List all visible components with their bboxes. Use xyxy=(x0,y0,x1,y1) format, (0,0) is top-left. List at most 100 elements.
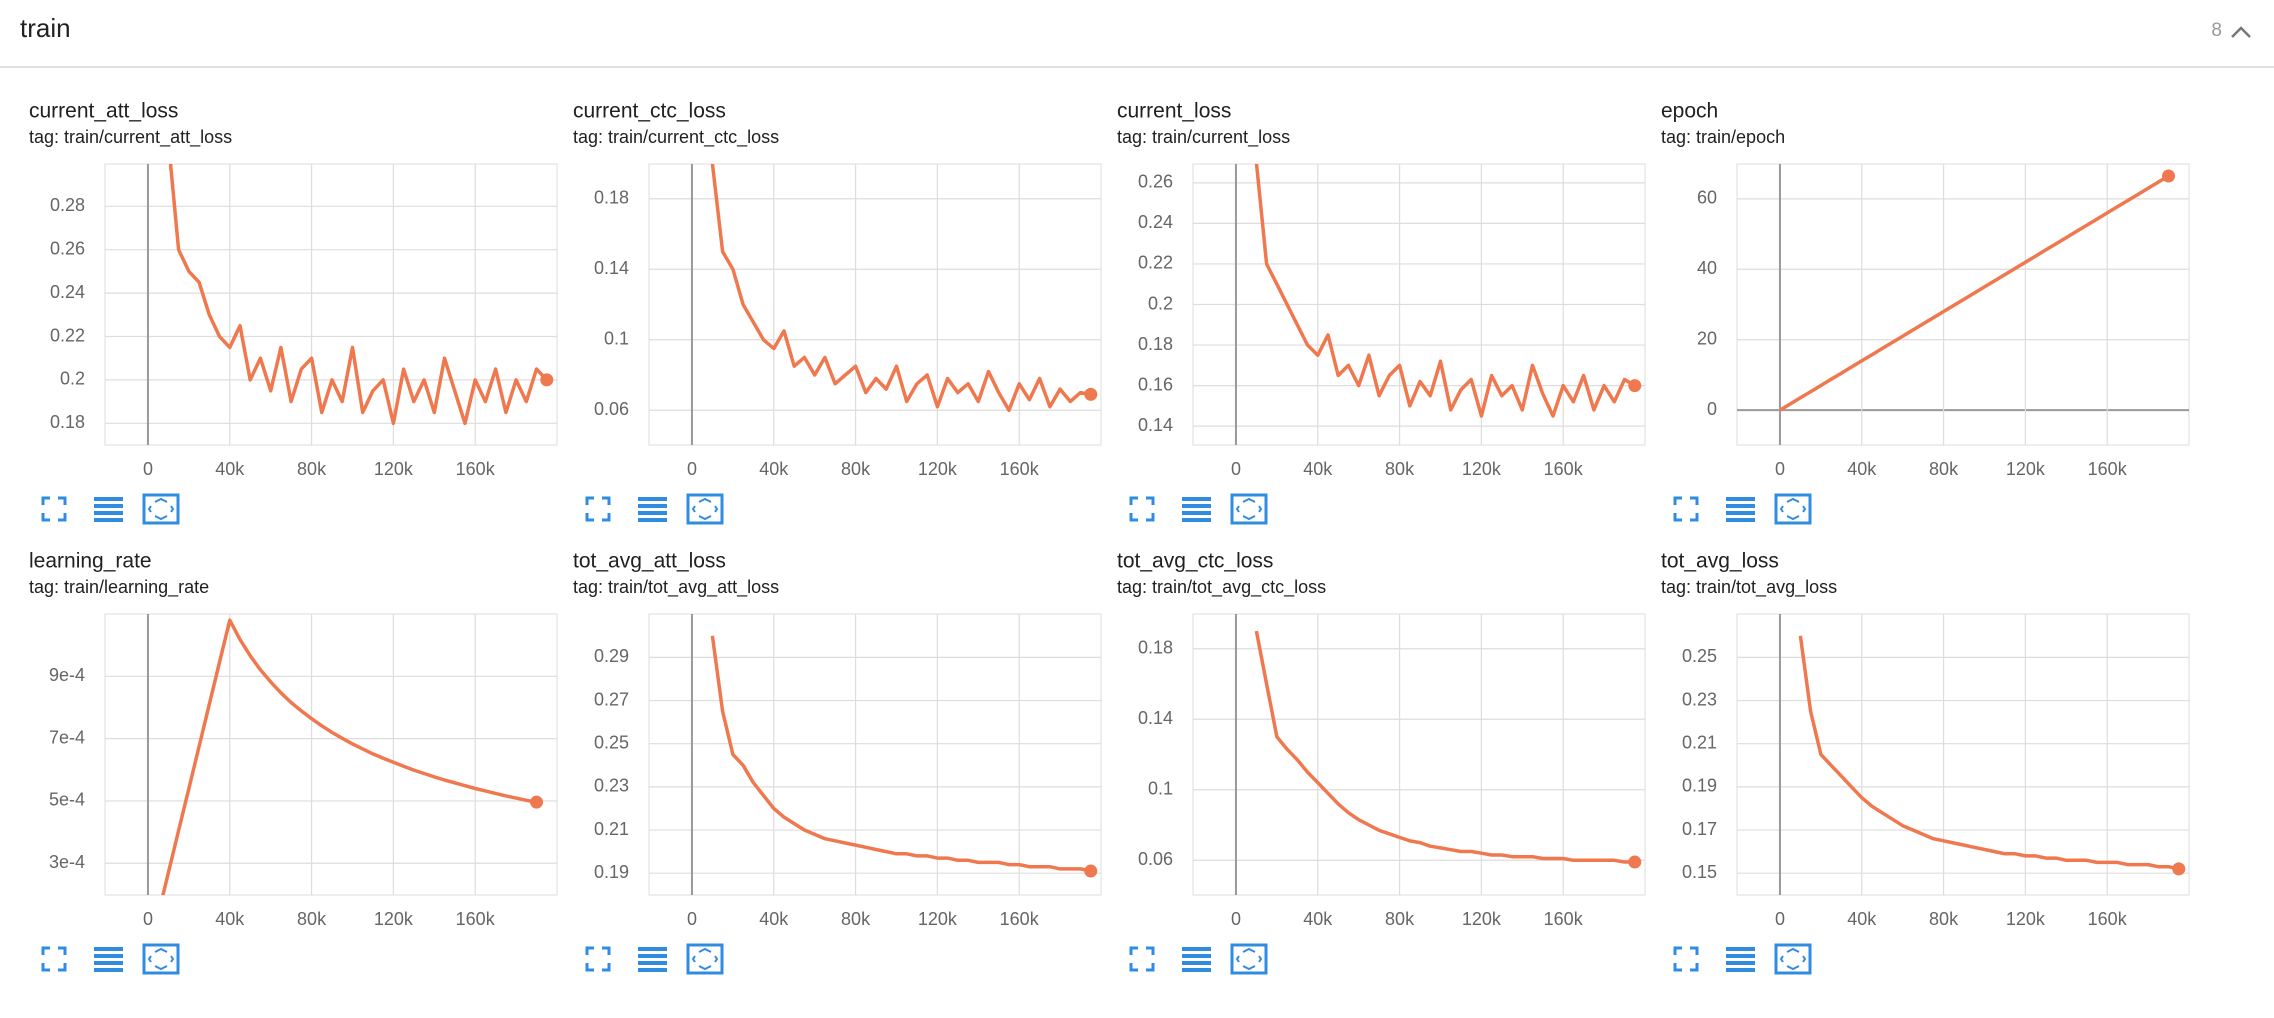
chart-card: current_att_loss tag: train/current_att_l… xyxy=(29,100,558,525)
x-tick-label: 0 xyxy=(143,459,153,479)
y-tick-label: 0.26 xyxy=(1138,172,1173,192)
last-point xyxy=(1628,379,1642,393)
data-toggle-button[interactable] xyxy=(1182,497,1211,522)
x-tick-label: 120k xyxy=(918,459,958,479)
y-tick-label: 0.22 xyxy=(1138,253,1173,273)
collapse-toggle[interactable] xyxy=(2231,26,2251,38)
x-tick-label: 0 xyxy=(143,909,153,929)
fullscreen-button[interactable] xyxy=(585,496,611,522)
x-tick-label: 120k xyxy=(918,909,958,929)
y-tick-label: 0.23 xyxy=(594,776,629,796)
last-point xyxy=(530,795,544,809)
y-tick-label: 40 xyxy=(1697,258,1717,278)
y-tick-label: 0.2 xyxy=(1148,293,1173,313)
y-tick-label: 0.16 xyxy=(1138,374,1173,394)
y-tick-label: 0.19 xyxy=(1682,776,1717,796)
series-line xyxy=(1798,635,2180,871)
x-tick-label: 80k xyxy=(841,909,871,929)
y-tick-label: 0.18 xyxy=(50,412,85,432)
chart-tag: tag: train/tot_avg_att_loss xyxy=(573,577,779,598)
chart-card: epoch tag: train/epoch 0 20 40 60 0 40k 80k 120k 1… xyxy=(1661,100,2190,525)
plot-frame xyxy=(1192,613,1646,896)
last-point xyxy=(1628,855,1642,869)
fit-domain-button[interactable] xyxy=(142,943,180,975)
chart-card: tot_avg_loss tag: train/tot_avg_loss 0.15 0… xyxy=(1661,550,2190,975)
icon xyxy=(41,496,67,522)
icon xyxy=(1235,497,1263,521)
last-point xyxy=(1084,864,1098,878)
icon xyxy=(94,497,123,501)
x-tick-label: 120k xyxy=(374,459,414,479)
plot-frame xyxy=(1736,163,2190,446)
y-tick-label: 0.24 xyxy=(1138,212,1173,232)
icon xyxy=(638,511,667,515)
y-tick-label: 20 xyxy=(1697,328,1717,348)
x-tick-label: 120k xyxy=(1462,459,1502,479)
last-point xyxy=(2172,862,2186,876)
fullscreen-button[interactable] xyxy=(1673,946,1699,972)
fullscreen-button[interactable] xyxy=(1129,946,1155,972)
chart-card: tot_avg_att_loss tag: train/tot_avg_att_l… xyxy=(573,550,1102,975)
x-tick-label: 0 xyxy=(687,459,697,479)
data-toggle-button[interactable] xyxy=(1726,497,1755,522)
fullscreen-button[interactable] xyxy=(41,496,67,522)
chart-card: learning_rate tag: train/learning_rate 3e-… xyxy=(29,550,558,975)
fit-domain-button[interactable] xyxy=(142,493,180,525)
x-tick-label: 160k xyxy=(1000,459,1040,479)
x-tick-label: 0 xyxy=(1231,909,1241,929)
x-tick-label: 40k xyxy=(215,909,245,929)
y-tick-label: 0.06 xyxy=(594,399,629,419)
x-tick-label: 40k xyxy=(759,459,789,479)
icon xyxy=(1726,968,1755,972)
data-toggle-button[interactable] xyxy=(638,497,667,522)
x-tick-label: 0 xyxy=(1231,459,1241,479)
y-tick-label: 3e-4 xyxy=(49,852,85,872)
y-tick-label: 0.26 xyxy=(50,238,85,258)
icon xyxy=(41,946,67,972)
x-tick-label: 120k xyxy=(374,909,414,929)
y-tick-label: 0.06 xyxy=(1138,849,1173,869)
data-toggle-button[interactable] xyxy=(94,497,123,522)
y-tick-label: 0.14 xyxy=(1138,708,1173,728)
y-tick-label: 0.15 xyxy=(1682,862,1717,882)
x-tick-label: 80k xyxy=(1385,459,1415,479)
series-line xyxy=(168,164,549,426)
y-tick-label: 0.1 xyxy=(1148,779,1173,799)
y-tick-label: 0.27 xyxy=(594,689,629,709)
fullscreen-button[interactable] xyxy=(41,946,67,972)
x-tick-label: 120k xyxy=(2006,909,2046,929)
x-tick-label: 40k xyxy=(1847,459,1877,479)
fit-domain-button[interactable] xyxy=(1230,943,1268,975)
plot-frame xyxy=(104,613,558,896)
fullscreen-button[interactable] xyxy=(1673,496,1699,522)
icon xyxy=(585,946,611,972)
icon xyxy=(1182,947,1211,951)
icon xyxy=(691,497,719,521)
fit-domain-button[interactable] xyxy=(686,493,724,525)
fullscreen-button[interactable] xyxy=(1129,496,1155,522)
data-toggle-button[interactable] xyxy=(1182,947,1211,972)
x-tick-label: 40k xyxy=(759,909,789,929)
icon xyxy=(1182,968,1211,972)
icon xyxy=(1774,943,1812,975)
data-toggle-button[interactable] xyxy=(1726,947,1755,972)
y-tick-label: 7e-4 xyxy=(49,727,85,747)
y-tick-label: 0.21 xyxy=(594,819,629,839)
plot-frame xyxy=(648,163,1102,446)
last-point xyxy=(540,373,554,387)
series-line xyxy=(710,164,1092,413)
icon xyxy=(638,504,667,508)
icon xyxy=(1235,947,1263,971)
x-tick-label: 160k xyxy=(456,909,496,929)
fit-domain-button[interactable] xyxy=(1230,493,1268,525)
fit-domain-button[interactable] xyxy=(1774,943,1812,975)
y-tick-label: 5e-4 xyxy=(49,790,85,810)
x-tick-label: 80k xyxy=(841,459,871,479)
fit-domain-button[interactable] xyxy=(686,943,724,975)
fullscreen-button[interactable] xyxy=(585,946,611,972)
last-point xyxy=(1084,387,1098,401)
fit-domain-button[interactable] xyxy=(1774,493,1812,525)
data-toggle-button[interactable] xyxy=(94,947,123,972)
data-toggle-button[interactable] xyxy=(638,947,667,972)
chart-tag: tag: train/current_loss xyxy=(1117,127,1290,148)
